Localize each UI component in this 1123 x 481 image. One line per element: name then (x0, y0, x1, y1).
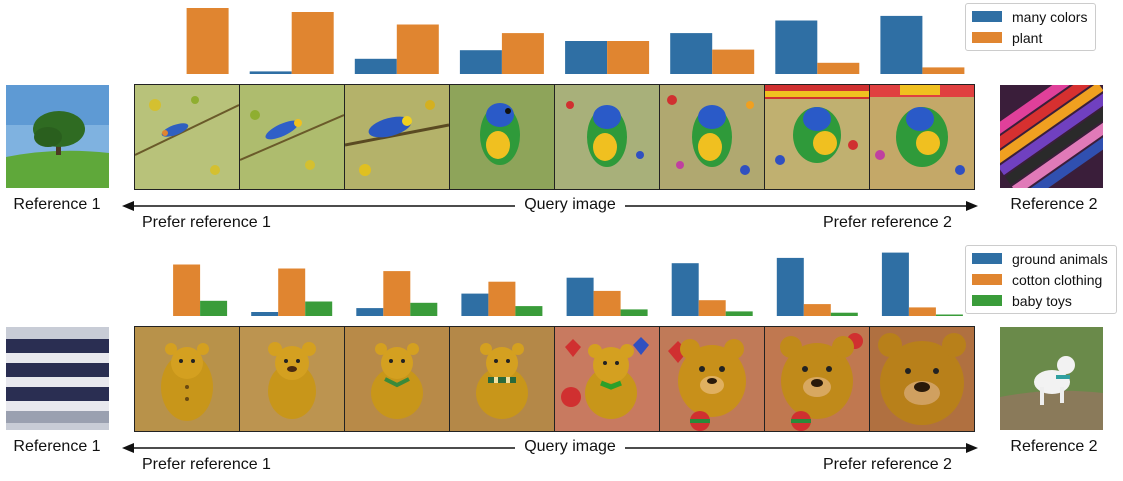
bar-ground-animals-3 (356, 308, 384, 316)
bar-baby-toys-7 (830, 312, 858, 316)
query-image (660, 327, 765, 431)
query-image (450, 327, 555, 431)
bar-chart-bottom (173, 252, 963, 316)
query-image (135, 327, 240, 431)
reference-2-image (1000, 327, 1103, 430)
bar-cotton-clothing-4 (488, 281, 516, 316)
bar-ground-animals-2 (251, 312, 279, 316)
reference-1-label: Reference 1 (13, 196, 101, 213)
reference-1-image (6, 327, 109, 430)
bar-baby-toys-5 (620, 309, 648, 316)
preference-axis (122, 443, 978, 453)
query-image (135, 85, 240, 189)
bar-many-colors-5 (565, 41, 608, 74)
reference-2-label: Reference 2 (1010, 438, 1098, 455)
prefer-reference-2-label: Prefer reference 2 (823, 214, 952, 231)
bar-cotton-clothing-3 (383, 271, 411, 316)
query-image (240, 327, 345, 431)
bar-ground-animals-6 (671, 263, 699, 316)
bar-baby-toys-3 (410, 302, 438, 316)
query-image-strip (134, 84, 975, 190)
query-image (555, 327, 660, 431)
query-image (345, 85, 450, 189)
reference-2-image (1000, 85, 1103, 188)
query-image (870, 327, 974, 431)
bar-plant-2 (291, 12, 334, 74)
bar-baby-toys-4 (515, 306, 543, 316)
bar-cotton-clothing-1 (173, 264, 201, 316)
bar-cotton-clothing-8 (908, 307, 936, 316)
panel-top: Reference 1 Reference 2 many colors plan… (0, 0, 1123, 239)
prefer-reference-1-label: Prefer reference 1 (142, 214, 271, 231)
legend-top: many colors plant (965, 3, 1097, 51)
query-image (345, 327, 450, 431)
bar-plant-3 (396, 24, 439, 74)
bar-ground-animals-8 (881, 252, 909, 316)
legend-label: many colors (1012, 8, 1088, 25)
prefer-reference-2-label: Prefer reference 2 (823, 456, 952, 473)
prefer-reference-1-label: Prefer reference 1 (142, 456, 271, 473)
bar-cotton-clothing-7 (803, 304, 831, 316)
bar-cotton-clothing-5 (593, 290, 621, 316)
query-image (765, 85, 870, 189)
legend-label: baby toys (1012, 292, 1072, 309)
legend-item: plant (972, 27, 1087, 48)
bar-many-colors-6 (670, 33, 713, 74)
query-image (765, 327, 870, 431)
preference-axis (122, 201, 978, 211)
bar-many-colors-4 (459, 50, 502, 74)
legend-swatch (972, 274, 1002, 285)
legend-swatch (972, 253, 1002, 264)
bar-many-colors-2 (249, 71, 292, 74)
legend-item: cotton clothing (972, 269, 1108, 290)
query-image (660, 85, 765, 189)
query-image (555, 85, 660, 189)
bar-many-colors-7 (775, 20, 818, 74)
legend-swatch (972, 11, 1002, 22)
bar-plant-8 (922, 67, 965, 74)
bar-baby-toys-1 (200, 300, 228, 316)
bar-ground-animals-5 (566, 277, 594, 316)
bar-plant-4 (501, 33, 544, 74)
bar-baby-toys-8 (935, 314, 963, 316)
bar-cotton-clothing-6 (698, 300, 726, 316)
bar-plant-6 (712, 49, 755, 74)
legend-item: ground animals (972, 248, 1108, 269)
query-image-strip (134, 326, 975, 432)
query-image (240, 85, 345, 189)
query-image (450, 85, 555, 189)
legend-swatch (972, 295, 1002, 306)
bar-baby-toys-6 (725, 311, 753, 316)
bar-ground-animals-7 (776, 257, 804, 316)
reference-1-label: Reference 1 (13, 438, 101, 455)
reference-2-label: Reference 2 (1010, 196, 1098, 213)
bar-chart-top (186, 8, 965, 74)
bar-ground-animals-4 (461, 293, 489, 316)
reference-1-image (6, 85, 109, 188)
legend-label: cotton clothing (1012, 271, 1103, 288)
legend-swatch (972, 32, 1002, 43)
legend-item: many colors (972, 6, 1087, 27)
legend-label: ground animals (1012, 250, 1108, 267)
bar-plant-1 (186, 8, 229, 74)
legend-bottom: ground animals cotton clothing baby toys (965, 245, 1117, 314)
bar-baby-toys-2 (305, 301, 333, 316)
bar-plant-7 (817, 62, 860, 74)
legend-label: plant (1012, 29, 1043, 46)
legend-item: baby toys (972, 290, 1108, 311)
bar-many-colors-8 (880, 15, 923, 74)
query-image (870, 85, 974, 189)
bar-plant-5 (607, 41, 650, 74)
bar-many-colors-3 (354, 58, 397, 74)
bar-cotton-clothing-2 (278, 268, 306, 316)
panel-bottom: Reference 1 Reference 2 ground animals c… (0, 242, 1123, 481)
